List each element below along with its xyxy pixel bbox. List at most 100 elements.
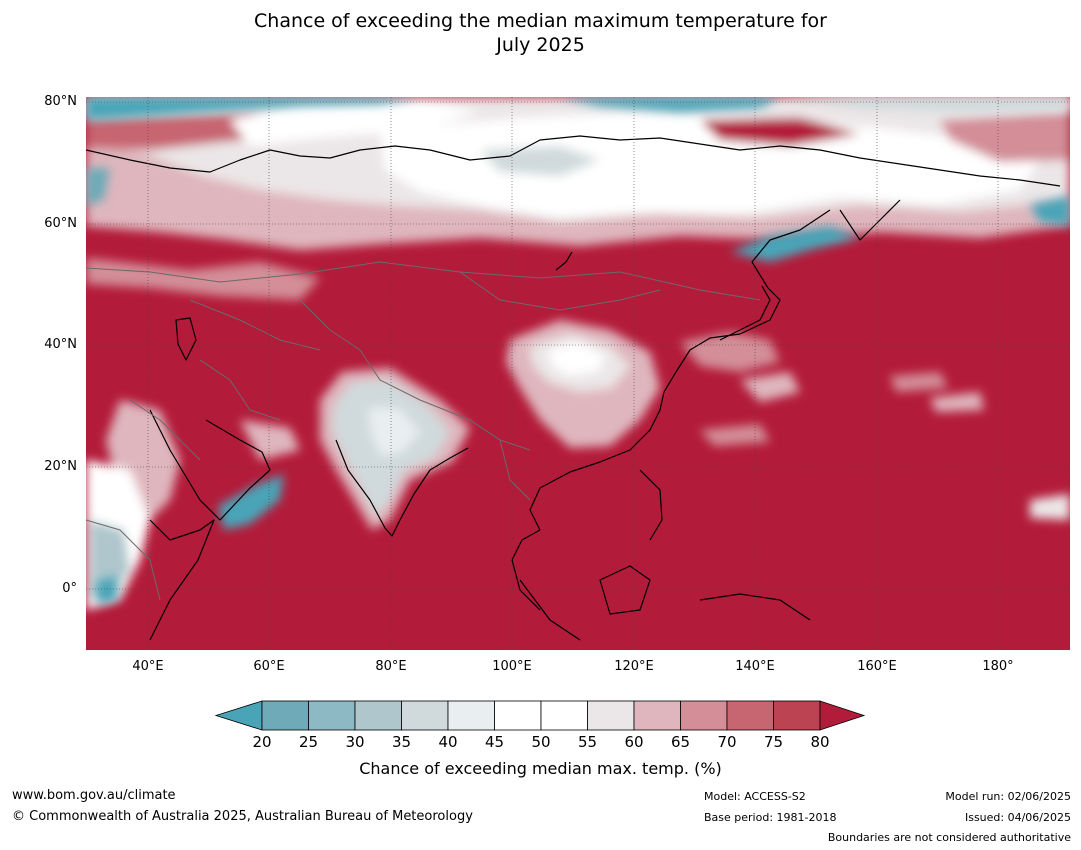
coastline-india <box>335 439 469 537</box>
colorbar-bin-35-40 <box>401 700 449 731</box>
colorbar-bin-70-75 <box>726 700 774 731</box>
lon-label-160e: 160°E <box>857 659 897 674</box>
colorbar-label: Chance of exceeding median max. temp. (%… <box>359 759 722 778</box>
boundary-africa <box>86 519 161 601</box>
footer-base-period: Base period: 1981-2018 <box>704 811 837 824</box>
lat-label-80n: 80°N <box>44 94 77 109</box>
zone-siberia-white <box>380 112 1040 218</box>
boundary-russia-south <box>86 261 761 301</box>
boundary-china-west <box>299 299 531 451</box>
colorbar-tick-80: 80 <box>810 733 830 751</box>
zone-pacific-pink-5 <box>1030 494 1070 520</box>
colorbar-bin-40-45 <box>447 700 495 731</box>
zone-india-white <box>368 408 420 456</box>
zone-china-white <box>548 342 606 376</box>
boundary-arabia <box>129 399 201 461</box>
probability-field-north <box>86 97 1070 250</box>
colorbar-tick-70: 70 <box>717 733 737 751</box>
boundary-mongolia <box>459 271 661 311</box>
coastline-china-east <box>529 333 741 531</box>
colorbar-bin-50-55 <box>540 700 588 731</box>
coastline-new-guinea <box>699 593 811 621</box>
map-title-line-1: Chance of exceeding the median maximum t… <box>254 10 827 32</box>
colorbar-tick-20: 20 <box>252 733 272 751</box>
colorbar-bin-25-30 <box>308 700 356 731</box>
map-title-line-2: July 2025 <box>496 34 585 56</box>
colorbar-tick-25: 25 <box>298 733 319 751</box>
colorbar-tick-35: 35 <box>391 733 412 751</box>
colorbar-bin-45-50 <box>494 700 542 731</box>
coastline-sumatra <box>519 579 581 641</box>
probability-field-arctic-teal <box>86 97 1070 262</box>
zone-arabian-sea-teal <box>218 474 284 530</box>
coastlines <box>86 135 1061 641</box>
zone-africa-grey <box>90 520 130 600</box>
zone-arctic-teal-east <box>560 97 780 112</box>
zone-pacific-pink-3 <box>890 372 948 392</box>
coastline-baikal <box>555 251 573 271</box>
colorbar-tick-50: 50 <box>531 733 551 751</box>
coastline-japan <box>719 285 771 341</box>
zone-east-siberia-red <box>700 118 860 146</box>
lat-label-20n: 20°N <box>44 459 77 474</box>
boundary-indochina <box>499 439 531 501</box>
coastline-africa-horn <box>149 519 215 641</box>
zone-pacific-pink-4 <box>930 392 984 412</box>
lon-label-180: 180° <box>982 659 1014 674</box>
colorbar-extend-low <box>214 700 263 731</box>
colorbar-tick-75: 75 <box>763 733 784 751</box>
zone-okhotsk-teal <box>730 226 860 262</box>
colorbar-tick-65: 65 <box>670 733 691 751</box>
zone-central-asia-pink <box>86 258 320 300</box>
lon-label-120e: 120°E <box>614 659 654 674</box>
coastline-okhotsk <box>739 209 831 335</box>
zone-pacific-pink-2 <box>700 424 770 446</box>
footer-url: www.bom.gov.au/climate <box>12 788 176 803</box>
country-boundaries <box>86 261 761 601</box>
lon-label-60e: 60°E <box>253 659 285 674</box>
zone-bering-teal <box>1030 196 1070 226</box>
colorbar-bin-55-60 <box>587 700 635 731</box>
footer-model: Model: ACCESS-S2 <box>704 790 806 803</box>
footer-model-run: Model run: 02/06/2025 <box>945 790 1071 803</box>
graticule <box>86 97 1070 650</box>
zone-africa-teal <box>96 576 118 604</box>
zone-hormuz-pink <box>240 420 300 460</box>
colorbar <box>214 700 866 731</box>
coastline-arabia <box>149 409 271 521</box>
zone-arctic-teal-west <box>86 97 420 120</box>
map-area <box>86 97 1070 650</box>
coastline-caspian <box>175 317 197 361</box>
lon-label-40e: 40°E <box>132 659 164 674</box>
colorbar-tick-45: 45 <box>484 733 505 751</box>
colorbar-tick-30: 30 <box>345 733 365 751</box>
footer-boundaries: Boundaries are not considered authoritat… <box>827 831 1071 844</box>
footer-issued: Issued: 04/06/2025 <box>964 811 1071 824</box>
colorbar-bin-65-70 <box>680 700 728 731</box>
zone-arctic-white <box>230 100 480 146</box>
coastline-borneo <box>599 565 651 615</box>
colorbar-tick-55: 55 <box>577 733 598 751</box>
footer-copyright: © Commonwealth of Australia 2025, Austra… <box>12 809 473 824</box>
zone-arctic-grey-east <box>780 97 1070 112</box>
coastline-kamchatka <box>839 199 901 241</box>
colorbar-bin-30-35 <box>354 700 402 731</box>
boundary-iran <box>199 359 281 421</box>
colorbar-bin-75-80 <box>773 700 821 731</box>
zone-kamchatka-pink <box>940 112 1070 162</box>
zone-norway-teal <box>86 168 110 206</box>
lon-label-100e: 100°E <box>492 659 532 674</box>
colorbar-tick-40: 40 <box>438 733 458 751</box>
zone-siberia-grey <box>480 146 600 176</box>
lat-label-0: 0° <box>62 581 77 596</box>
lat-label-40n: 40°N <box>44 337 77 352</box>
lon-label-80e: 80°E <box>375 659 407 674</box>
probability-field-teal-south <box>96 474 284 604</box>
colorbar-tick-60: 60 <box>624 733 644 751</box>
lon-label-140e: 140°E <box>735 659 775 674</box>
colorbar-bin-60-65 <box>633 700 681 731</box>
lat-label-60n: 60°N <box>44 216 77 231</box>
coastline-arctic-russia <box>86 135 1061 187</box>
colorbar-extend-high <box>819 700 866 731</box>
